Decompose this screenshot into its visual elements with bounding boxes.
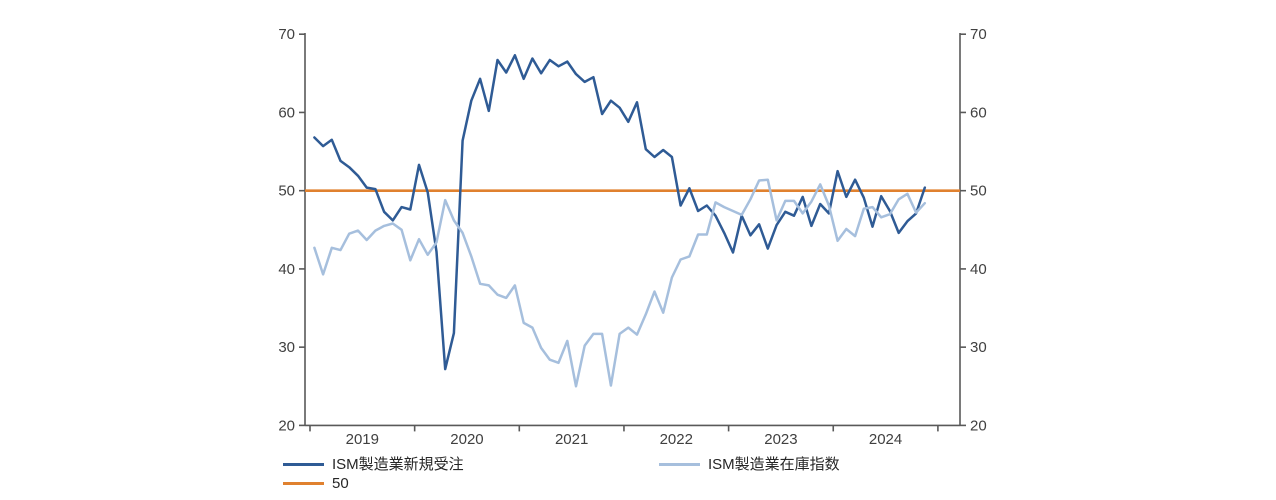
y-tick-label-right: 60 [970,104,987,121]
inventories-legend-label: ISM製造業在庫指数 [708,456,840,473]
x-tick-label-year: 2020 [450,431,483,448]
y-tick-label-left: 50 [278,183,295,200]
x-tick-label-year: 2024 [869,431,902,448]
reference-line-swatch [283,482,324,485]
y-tick-label-left: 20 [278,417,295,434]
y-tick-label-left: 30 [278,339,295,356]
x-tick-label-year: 2022 [660,431,693,448]
legend-left: ISM製造業新規受注 50 [283,456,464,492]
x-tick-label-year: 2019 [346,431,379,448]
new-orders-line [313,54,927,371]
legend-right: ISM製造業在庫指数 [659,456,840,473]
x-tick-label-year: 2023 [764,431,797,448]
inventories-line [313,178,927,388]
y-tick-label-right: 20 [970,417,987,434]
y-tick-label-right: 70 [970,26,987,43]
new-orders-legend-label: ISM製造業新規受注 [332,456,464,473]
y-tick-label-left: 60 [278,104,295,121]
new-orders-line-swatch [283,463,324,466]
y-tick-label-left: 70 [278,26,295,43]
x-tick-label-year: 2021 [555,431,588,448]
legend-item-new-orders: ISM製造業新規受注 [283,456,464,473]
legend-item-inventories: ISM製造業在庫指数 [659,456,840,473]
inventories-line-swatch [659,463,700,466]
y-tick-label-right: 30 [970,339,987,356]
y-tick-label-right: 50 [970,183,987,200]
legend-item-50-line: 50 [283,475,464,492]
y-tick-label-left: 40 [278,261,295,278]
y-tick-label-right: 40 [970,261,987,278]
reference-line-legend-label: 50 [332,475,349,492]
